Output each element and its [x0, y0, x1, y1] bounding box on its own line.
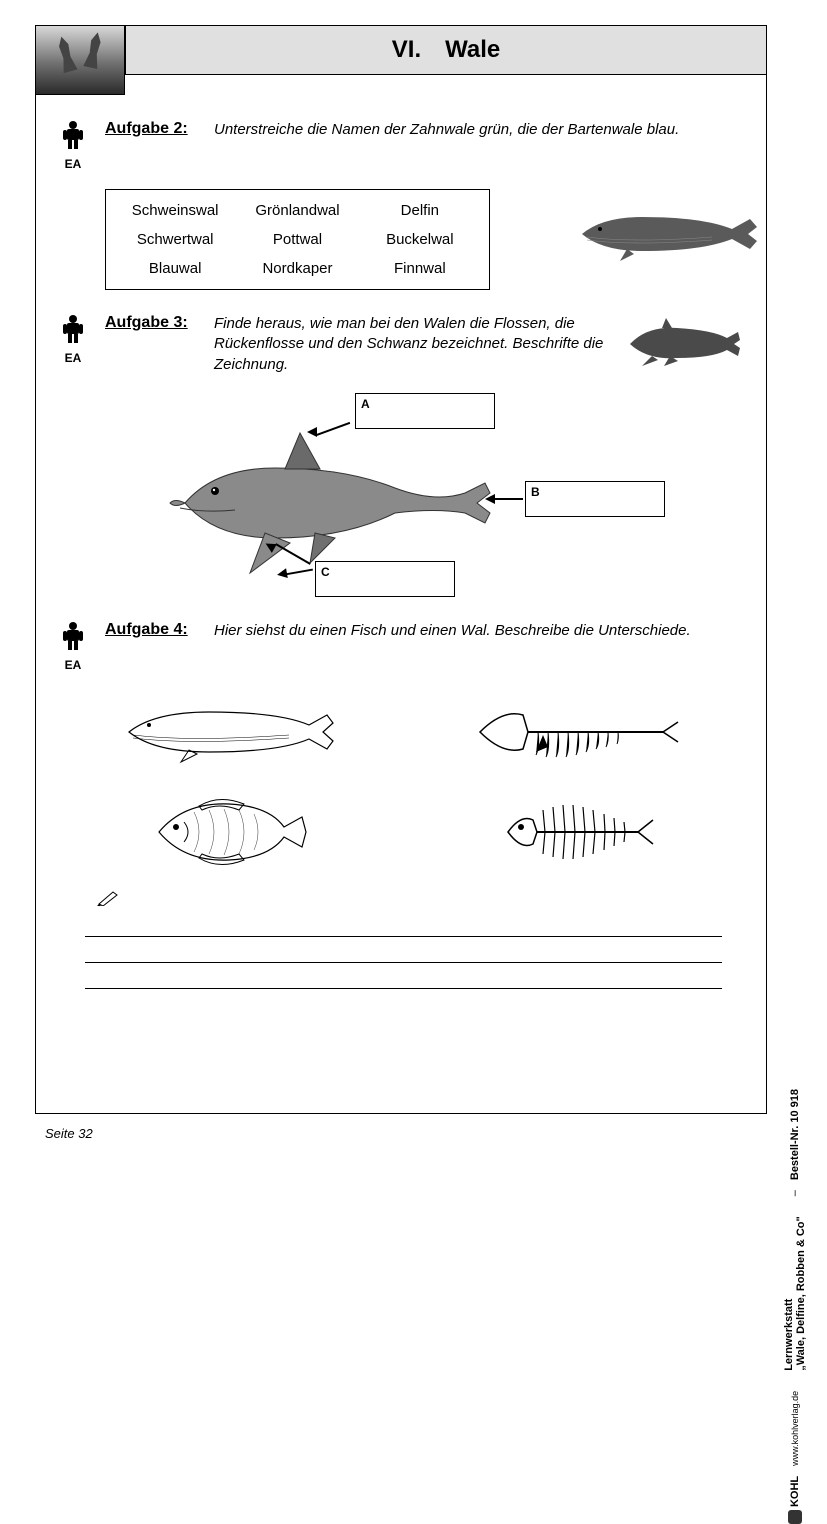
- task-mode: EA: [55, 351, 91, 365]
- whale-name: Delfin: [359, 202, 481, 219]
- task-2: EA Aufgabe 2: Unterstreiche die Namen de…: [55, 120, 752, 171]
- sidebar-publisher-info: KOHL www.kohlverlag.de Lernwerkstatt „Wa…: [783, 1089, 807, 1524]
- whale-name-box: Schweinswal Grönlandwal Delfin Schwertwa…: [105, 189, 490, 290]
- chapter-header: VI. Wale: [125, 25, 767, 75]
- task-4: EA Aufgabe 4: Hier siehst du einen Fisch…: [55, 621, 752, 672]
- corner-photo-dolphins: [35, 25, 125, 95]
- blue-whale-illustration: [572, 199, 762, 274]
- writing-lines: [85, 890, 722, 989]
- task-4-label: Aufgabe 4:: [105, 621, 200, 672]
- whale-name: Blauwal: [114, 260, 236, 277]
- whale-name: Schwertwal: [114, 231, 236, 248]
- pencil-icon: [97, 890, 119, 911]
- task-mode: EA: [55, 157, 91, 171]
- whale-name: Finnwal: [359, 260, 481, 277]
- whale-outline: [85, 692, 374, 772]
- task-2-label: Aufgabe 2:: [105, 120, 200, 171]
- diagram-label-c[interactable]: C: [315, 561, 455, 597]
- task-2-text: Unterstreiche die Namen der Zahnwale grü…: [214, 120, 752, 171]
- dolphin-diagram: A B C: [55, 393, 752, 603]
- whale-skeleton: [434, 692, 723, 772]
- fish-skeleton: [434, 792, 723, 872]
- page-number: Seite 32: [45, 1126, 93, 1141]
- whale-name: Pottwal: [236, 231, 358, 248]
- kohl-logo: KOHL: [788, 1476, 802, 1524]
- fish-outline: [85, 792, 374, 872]
- humpback-illustration: [622, 314, 752, 375]
- whale-name: Nordkaper: [236, 260, 358, 277]
- diagram-label-a[interactable]: A: [355, 393, 495, 429]
- person-icon: [62, 120, 84, 150]
- whale-name: Grönlandwal: [236, 202, 358, 219]
- chapter-title: Wale: [445, 36, 500, 64]
- whale-name: Schweinswal: [114, 202, 236, 219]
- task-3-text: Finde heraus, wie man bei den Walen die …: [214, 314, 608, 375]
- whale-name: Buckelwal: [359, 231, 481, 248]
- task-4-text: Hier siehst du einen Fisch und einen Wal…: [214, 621, 752, 672]
- person-icon: [62, 621, 84, 651]
- write-line[interactable]: [85, 937, 722, 963]
- task-3-label: Aufgabe 3:: [105, 314, 200, 375]
- diagram-label-b[interactable]: B: [525, 481, 665, 517]
- person-icon: [62, 314, 84, 344]
- task-mode: EA: [55, 658, 91, 672]
- write-line[interactable]: [85, 911, 722, 937]
- chapter-number: VI.: [392, 36, 421, 64]
- task-3: EA Aufgabe 3: Finde heraus, wie man bei …: [55, 314, 752, 375]
- write-line[interactable]: [85, 963, 722, 989]
